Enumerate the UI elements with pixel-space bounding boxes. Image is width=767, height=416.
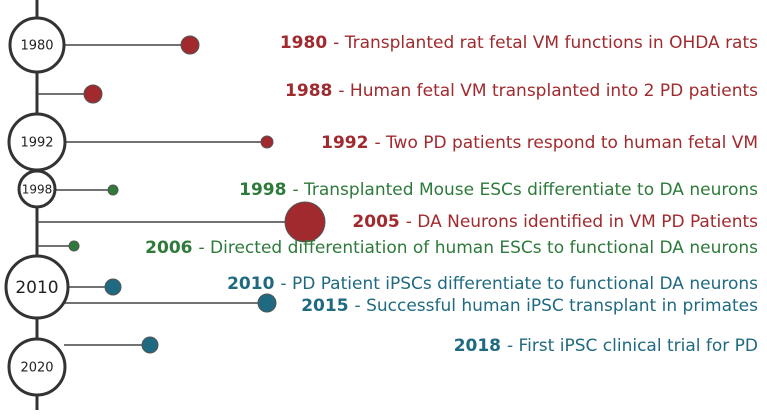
event-text: - PD Patient iPSCs differentiate to func… — [280, 274, 758, 294]
event-text: - Directed differentiation of human ESCs… — [199, 238, 759, 258]
year-node-label: 2010 — [15, 278, 58, 298]
event-year: 1992 — [321, 133, 368, 153]
event-label: 2015 - Successful human iPSC transplant i… — [301, 296, 758, 316]
year-node — [8, 16, 66, 74]
event-dot — [257, 293, 277, 313]
event-label: 1992 - Two PD patients respond to human f… — [321, 133, 758, 153]
event-label: 1988 - Human fetal VM transplanted into 2… — [285, 81, 758, 101]
event-year: 2018 — [454, 336, 501, 356]
event-label: 1980 - Transplanted rat fetal VM function… — [280, 33, 758, 53]
event-label: 2006 - Directed differentiation of human … — [145, 238, 758, 258]
event-year: 1980 — [280, 33, 327, 53]
event-dot — [284, 201, 326, 243]
event-year: 2010 — [227, 274, 274, 294]
event-label: 1998 - Transplanted Mouse ESCs differenti… — [239, 180, 758, 200]
event-year: 2006 — [145, 238, 192, 258]
event-label: 2010 - PD Patient iPSCs differentiate to … — [227, 274, 758, 294]
year-node-label: 2020 — [20, 361, 53, 376]
event-text: - Human fetal VM transplanted into 2 PD … — [338, 81, 758, 101]
event-dot — [104, 278, 122, 296]
year-node-label: 1980 — [20, 39, 53, 54]
event-text: - Transplanted Mouse ESCs differentiate … — [292, 180, 758, 200]
event-year: 2015 — [301, 296, 348, 316]
event-text: - Transplanted rat fetal VM functions in… — [333, 33, 758, 53]
event-dot — [83, 84, 103, 104]
event-label: 2018 - First iPSC clinical trial for PD — [454, 336, 758, 356]
event-year: 1998 — [239, 180, 286, 200]
event-text: - Successful human iPSC transplant in pr… — [355, 296, 759, 316]
event-year: 2005 — [352, 212, 399, 232]
year-node — [7, 337, 67, 397]
event-text: - First iPSC clinical trial for PD — [507, 336, 758, 356]
event-dot — [260, 135, 274, 149]
event-dot — [141, 336, 159, 354]
year-node — [4, 254, 70, 320]
event-label: 2005 - DA Neurons identified in VM PD Pat… — [352, 212, 758, 232]
year-node-label: 1992 — [20, 136, 53, 151]
year-node-label: 1998 — [22, 183, 53, 197]
year-node — [17, 169, 57, 209]
event-dot — [180, 35, 200, 55]
event-year: 1988 — [285, 81, 332, 101]
event-dot — [68, 240, 80, 252]
event-dot — [107, 184, 119, 196]
event-text: - Two PD patients respond to human fetal… — [374, 133, 758, 153]
event-text: - DA Neurons identified in VM PD Patient… — [406, 212, 758, 232]
